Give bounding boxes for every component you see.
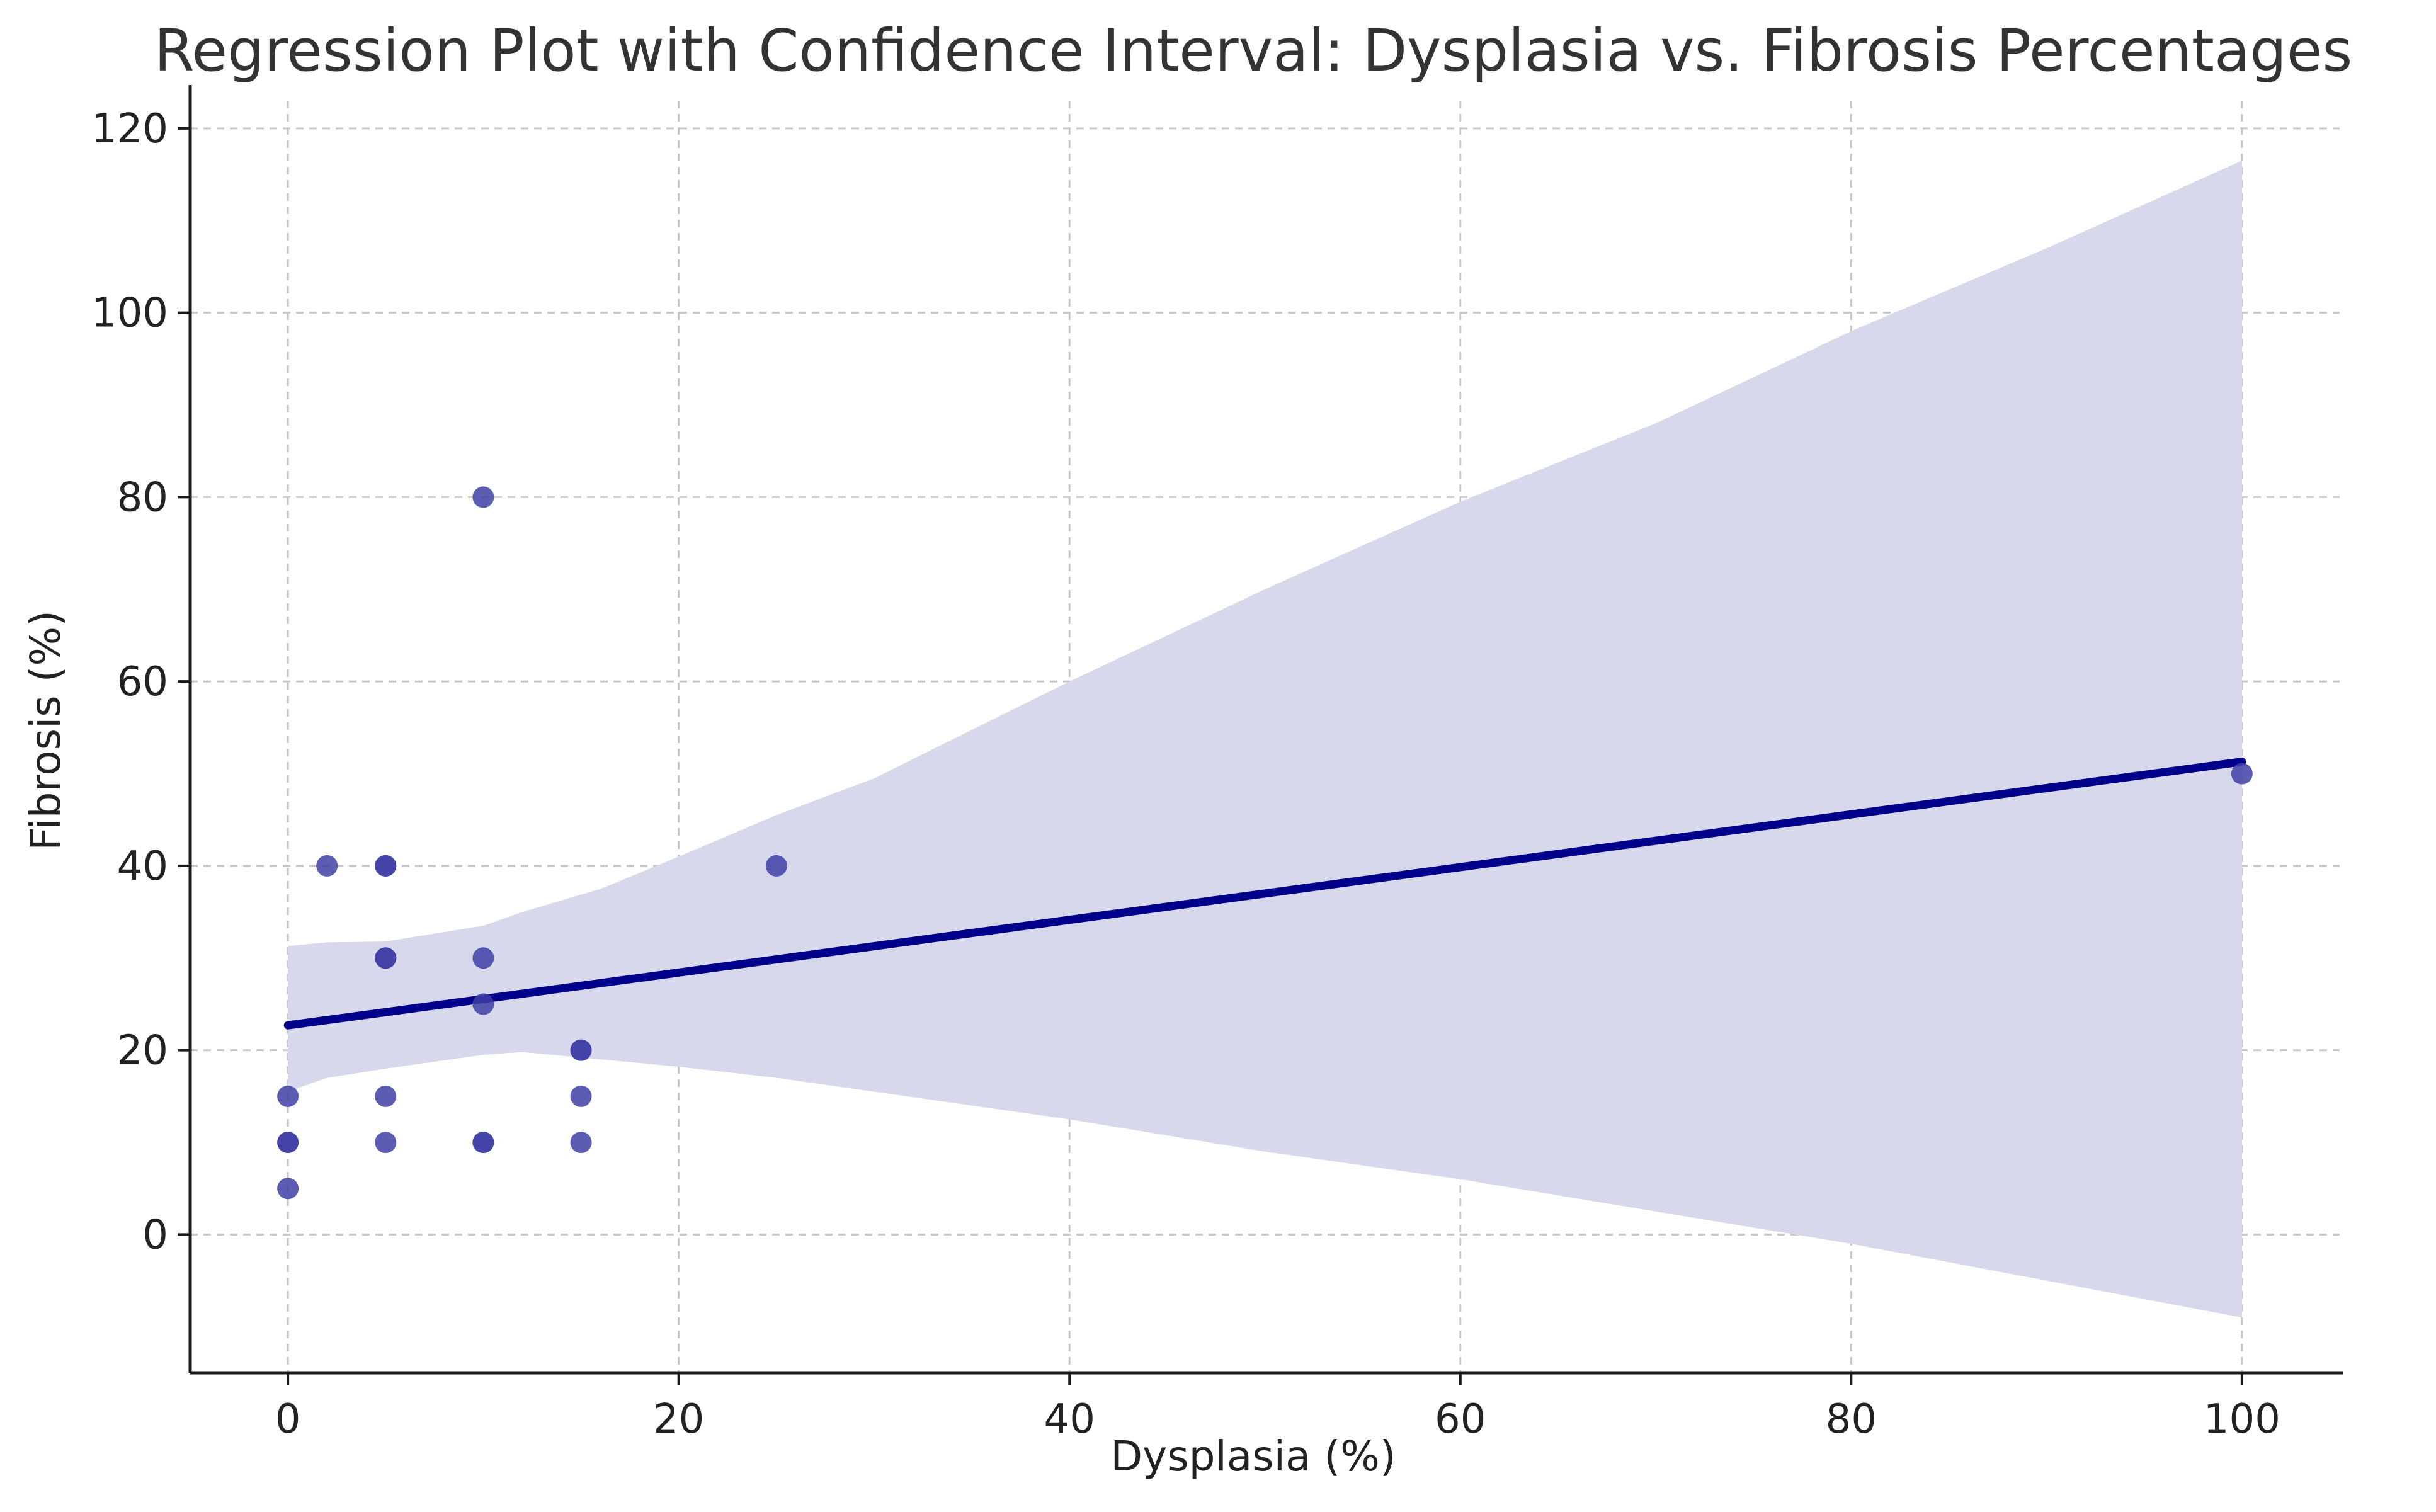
confidence-band-layer [288, 161, 2242, 1318]
data-point [2231, 763, 2253, 785]
data-point [570, 1085, 592, 1107]
y-tick-label: 100 [91, 290, 168, 337]
chart-title: Regression Plot with Confidence Interval… [154, 17, 2353, 84]
data-point [277, 1178, 299, 1200]
x-tick-label: 40 [1044, 1396, 1095, 1443]
data-point [375, 855, 397, 877]
data-point [472, 486, 494, 508]
data-points-layer [277, 486, 2253, 1200]
y-tick-label: 0 [142, 1212, 168, 1258]
y-tick-label: 60 [117, 659, 168, 705]
axes-layer [188, 85, 2343, 1375]
data-point [472, 1132, 494, 1154]
data-point [765, 855, 787, 877]
data-point [316, 855, 338, 877]
x-tick-label: 0 [275, 1396, 301, 1443]
data-point [375, 947, 397, 969]
x-tick-label: 100 [2204, 1396, 2280, 1443]
x-tick-label: 60 [1435, 1396, 1486, 1443]
regression-line [283, 758, 2246, 1030]
data-point [277, 1085, 299, 1107]
y-tick-label: 20 [117, 1028, 168, 1074]
data-point [570, 1132, 592, 1154]
data-point [472, 947, 494, 969]
y-axis-label: Fibrosis (%) [21, 610, 70, 851]
data-point [472, 993, 494, 1015]
y-tick-label: 40 [117, 843, 168, 890]
data-point [277, 1132, 299, 1154]
y-tick-label: 80 [117, 474, 168, 521]
data-point [375, 1085, 397, 1107]
y-tick-label: 120 [91, 106, 168, 152]
ticks-layer: 0 20 40 60 80 100 0 20 40 60 80 100 120 [91, 106, 2280, 1443]
confidence-band [288, 161, 2242, 1318]
x-axis-label: Dysplasia (%) [1110, 1432, 1396, 1481]
data-point [375, 1132, 397, 1154]
x-tick-label: 20 [653, 1396, 704, 1443]
x-tick-label: 80 [1826, 1396, 1877, 1443]
regression-line-layer [283, 758, 2246, 1030]
data-point [570, 1039, 592, 1061]
